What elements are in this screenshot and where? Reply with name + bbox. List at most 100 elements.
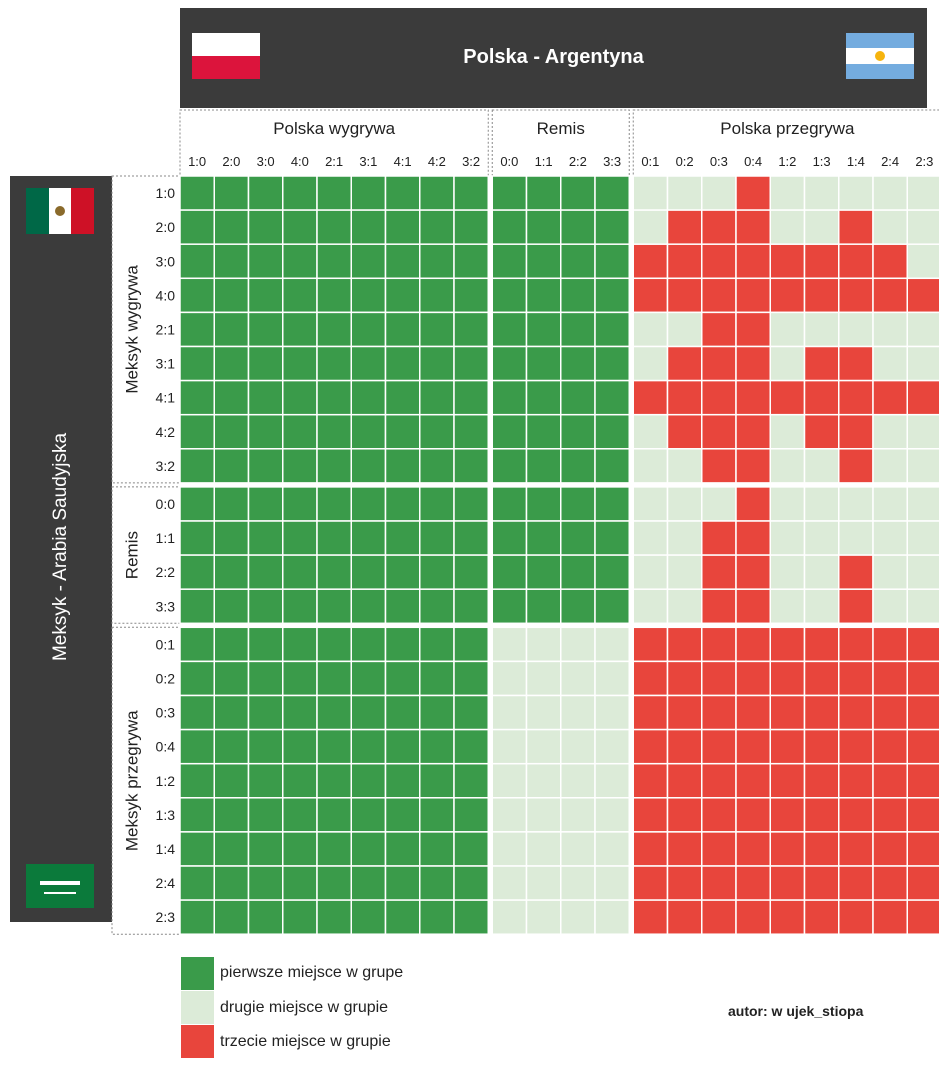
heatmap-cell <box>384 728 421 765</box>
column-label: 1:3 <box>813 154 831 169</box>
heatmap-cell <box>419 413 455 450</box>
heatmap-cell <box>838 899 874 935</box>
argentina-flag-icon <box>846 33 914 79</box>
heatmap-cell <box>838 694 874 731</box>
heatmap-cell <box>282 865 318 901</box>
heatmap-cell <box>594 486 630 522</box>
heatmap-cell <box>384 243 421 280</box>
column-group-label: Polska przegrywa <box>720 119 855 138</box>
heatmap-cell <box>838 311 874 348</box>
heatmap-cell <box>560 379 596 416</box>
heatmap-cell <box>906 831 939 867</box>
heatmap-cell <box>179 728 215 765</box>
heatmap-cell <box>701 694 737 731</box>
heatmap-cell <box>872 520 908 556</box>
heatmap-cell <box>769 243 806 280</box>
heatmap-cell <box>666 413 703 450</box>
heatmap-cell <box>701 175 737 211</box>
heatmap-cell <box>453 209 489 245</box>
heatmap-cell <box>453 588 489 625</box>
heatmap-cell <box>632 899 669 935</box>
heatmap-cell <box>179 694 215 731</box>
heatmap-cell <box>525 520 562 556</box>
heatmap-cell <box>560 243 596 280</box>
heatmap-cell <box>735 626 771 663</box>
heatmap-cell <box>316 209 352 245</box>
heatmap-cell <box>350 660 387 697</box>
heatmap-cell <box>525 865 562 901</box>
heatmap-cell <box>632 379 669 416</box>
heatmap-cell <box>525 899 562 935</box>
heatmap-cell <box>594 588 630 625</box>
heatmap-cell <box>594 413 630 450</box>
heatmap-cell <box>179 899 215 935</box>
heatmap-cell <box>701 554 737 590</box>
heatmap-cell <box>769 311 806 348</box>
heatmap-cell <box>838 413 874 450</box>
heatmap-cell <box>735 797 771 833</box>
heatmap-cell <box>525 554 562 590</box>
heatmap-cell <box>247 554 284 590</box>
column-group-label: Polska wygrywa <box>273 119 395 138</box>
heatmap-cell <box>213 797 250 833</box>
heatmap-cell <box>525 728 562 765</box>
heatmap-cell <box>769 277 806 314</box>
row-label: 1:3 <box>156 807 176 823</box>
heatmap-cell <box>769 413 806 450</box>
heatmap-cell <box>282 243 318 280</box>
heatmap-cell <box>179 175 215 211</box>
heatmap-cell <box>594 448 630 484</box>
heatmap-cell <box>803 588 840 625</box>
heatmap-cell <box>803 554 840 590</box>
heatmap-cell <box>666 243 703 280</box>
heatmap-cell <box>803 865 840 901</box>
row-label: 1:2 <box>156 773 176 789</box>
heatmap-cell <box>666 728 703 765</box>
row-label: 0:2 <box>156 670 176 686</box>
heatmap-cell <box>384 413 421 450</box>
heatmap-cell <box>872 209 908 245</box>
heatmap-cell <box>247 345 284 382</box>
heatmap-cell <box>838 797 874 833</box>
column-label: 4:0 <box>291 154 309 169</box>
heatmap-cell <box>803 831 840 867</box>
heatmap-cell <box>213 554 250 590</box>
heatmap-cell <box>906 626 939 663</box>
heatmap-cell <box>179 660 215 697</box>
heatmap-cell <box>594 379 630 416</box>
heatmap-cell <box>316 175 352 211</box>
column-label: 3:2 <box>462 154 480 169</box>
heatmap-cell <box>701 899 737 935</box>
row-label: 4:1 <box>156 390 176 406</box>
heatmap-cell <box>594 554 630 590</box>
heatmap-cell <box>525 277 562 314</box>
heatmap-cell <box>316 379 352 416</box>
heatmap-cell <box>213 277 250 314</box>
heatmap-cell <box>803 243 840 280</box>
heatmap-cell <box>872 448 908 484</box>
heatmap-cell <box>560 762 596 799</box>
heatmap-cell <box>525 694 562 731</box>
heatmap-cell <box>419 448 455 484</box>
column-label: 0:3 <box>710 154 728 169</box>
heatmap-cell <box>453 520 489 556</box>
heatmap-cell <box>350 762 387 799</box>
heatmap-cell <box>666 448 703 484</box>
heatmap-cell <box>906 379 939 416</box>
heatmap-cell <box>213 694 250 731</box>
heatmap-cell <box>247 626 284 663</box>
heatmap-cell <box>247 728 284 765</box>
heatmap-cell <box>701 728 737 765</box>
heatmap-cell <box>906 311 939 348</box>
heatmap-cell <box>419 660 455 697</box>
row-label: 2:2 <box>156 564 176 580</box>
heatmap-cell <box>594 520 630 556</box>
heatmap-cell <box>179 588 215 625</box>
heatmap-cell <box>769 694 806 731</box>
heatmap-cell <box>906 797 939 833</box>
heatmap-cell <box>491 277 528 314</box>
heatmap-cell <box>735 486 771 522</box>
heatmap-cell <box>735 413 771 450</box>
heatmap-cell <box>838 243 874 280</box>
heatmap-cell <box>525 797 562 833</box>
